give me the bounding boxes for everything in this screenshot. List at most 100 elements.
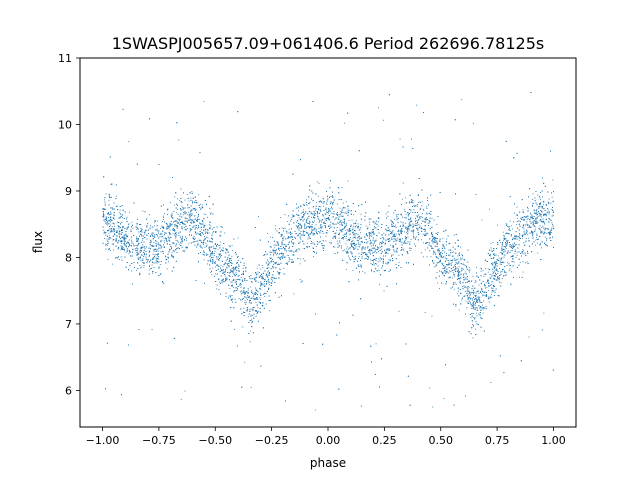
data-point (199, 203, 201, 205)
data-point (454, 282, 456, 284)
data-point (237, 237, 239, 239)
data-point (220, 269, 222, 271)
data-point (160, 274, 161, 275)
data-point (304, 226, 305, 228)
data-point (522, 249, 524, 250)
data-point (221, 280, 223, 282)
data-point (410, 248, 412, 249)
data-point (481, 308, 483, 310)
data-point (114, 215, 116, 217)
data-point (300, 204, 302, 206)
data-point (550, 232, 552, 233)
data-point (486, 286, 488, 288)
data-point (104, 231, 106, 233)
data-point (340, 213, 341, 215)
data-point (108, 217, 109, 218)
data-point (295, 233, 297, 234)
data-point (486, 295, 488, 297)
data-point (219, 281, 220, 283)
data-point (265, 303, 267, 305)
data-point (204, 236, 205, 237)
data-point (104, 201, 106, 203)
data-point (346, 228, 348, 230)
data-point (458, 266, 460, 267)
data-point (416, 228, 418, 230)
data-point (337, 214, 339, 215)
data-point (410, 239, 412, 240)
data-point (511, 250, 513, 252)
data-point (430, 245, 431, 247)
data-point (514, 238, 515, 240)
data-point (329, 210, 331, 212)
data-point (458, 309, 460, 311)
data-point (153, 241, 155, 243)
data-point (184, 229, 186, 231)
data-point (320, 225, 321, 227)
data-point (426, 212, 427, 214)
data-point (161, 233, 163, 235)
data-point (181, 227, 183, 229)
data-point (110, 230, 112, 232)
data-point (306, 242, 308, 244)
data-point (313, 222, 314, 223)
data-point (162, 253, 164, 254)
data-point (543, 204, 544, 206)
data-point (407, 229, 409, 231)
data-point (479, 296, 481, 298)
data-point (336, 203, 338, 205)
data-point (395, 233, 397, 235)
data-point (482, 270, 484, 272)
data-point (504, 238, 506, 240)
data-point (476, 299, 477, 301)
data-point (163, 219, 164, 220)
data-point (306, 199, 307, 201)
data-point (156, 241, 158, 243)
data-point (382, 240, 384, 242)
data-point (467, 293, 469, 295)
data-point (489, 285, 491, 286)
data-point (118, 233, 119, 235)
data-point (240, 277, 242, 278)
data-point (421, 239, 422, 241)
data-point (212, 253, 214, 255)
data-point (205, 213, 207, 215)
data-point (137, 219, 138, 220)
data-point (116, 235, 118, 237)
data-point (177, 213, 179, 215)
data-point (272, 237, 273, 238)
data-point (374, 251, 375, 253)
data-point (212, 232, 213, 234)
data-point (184, 199, 186, 201)
data-point (530, 214, 532, 215)
data-point (501, 250, 503, 252)
data-point (398, 254, 400, 256)
data-point (354, 244, 355, 246)
data-point (151, 233, 153, 235)
data-point (400, 239, 401, 241)
data-point (414, 239, 416, 240)
data-point (402, 182, 404, 184)
data-point (487, 289, 489, 291)
data-point (210, 258, 212, 260)
data-point (531, 216, 533, 217)
data-point (245, 267, 246, 269)
data-point (165, 239, 167, 241)
data-point (307, 233, 309, 235)
data-point (355, 258, 356, 259)
data-point (217, 264, 219, 266)
data-point (497, 224, 498, 226)
data-point (406, 243, 408, 244)
data-point (345, 235, 347, 237)
data-point (191, 214, 193, 216)
data-point (457, 255, 459, 257)
data-point (262, 276, 264, 278)
data-point (258, 216, 259, 217)
data-point (255, 301, 257, 303)
data-point (104, 221, 106, 222)
data-point (370, 259, 371, 261)
data-point (191, 191, 193, 192)
data-point (167, 243, 168, 245)
data-point (218, 265, 220, 267)
data-point (140, 251, 142, 253)
data-point (548, 198, 550, 200)
